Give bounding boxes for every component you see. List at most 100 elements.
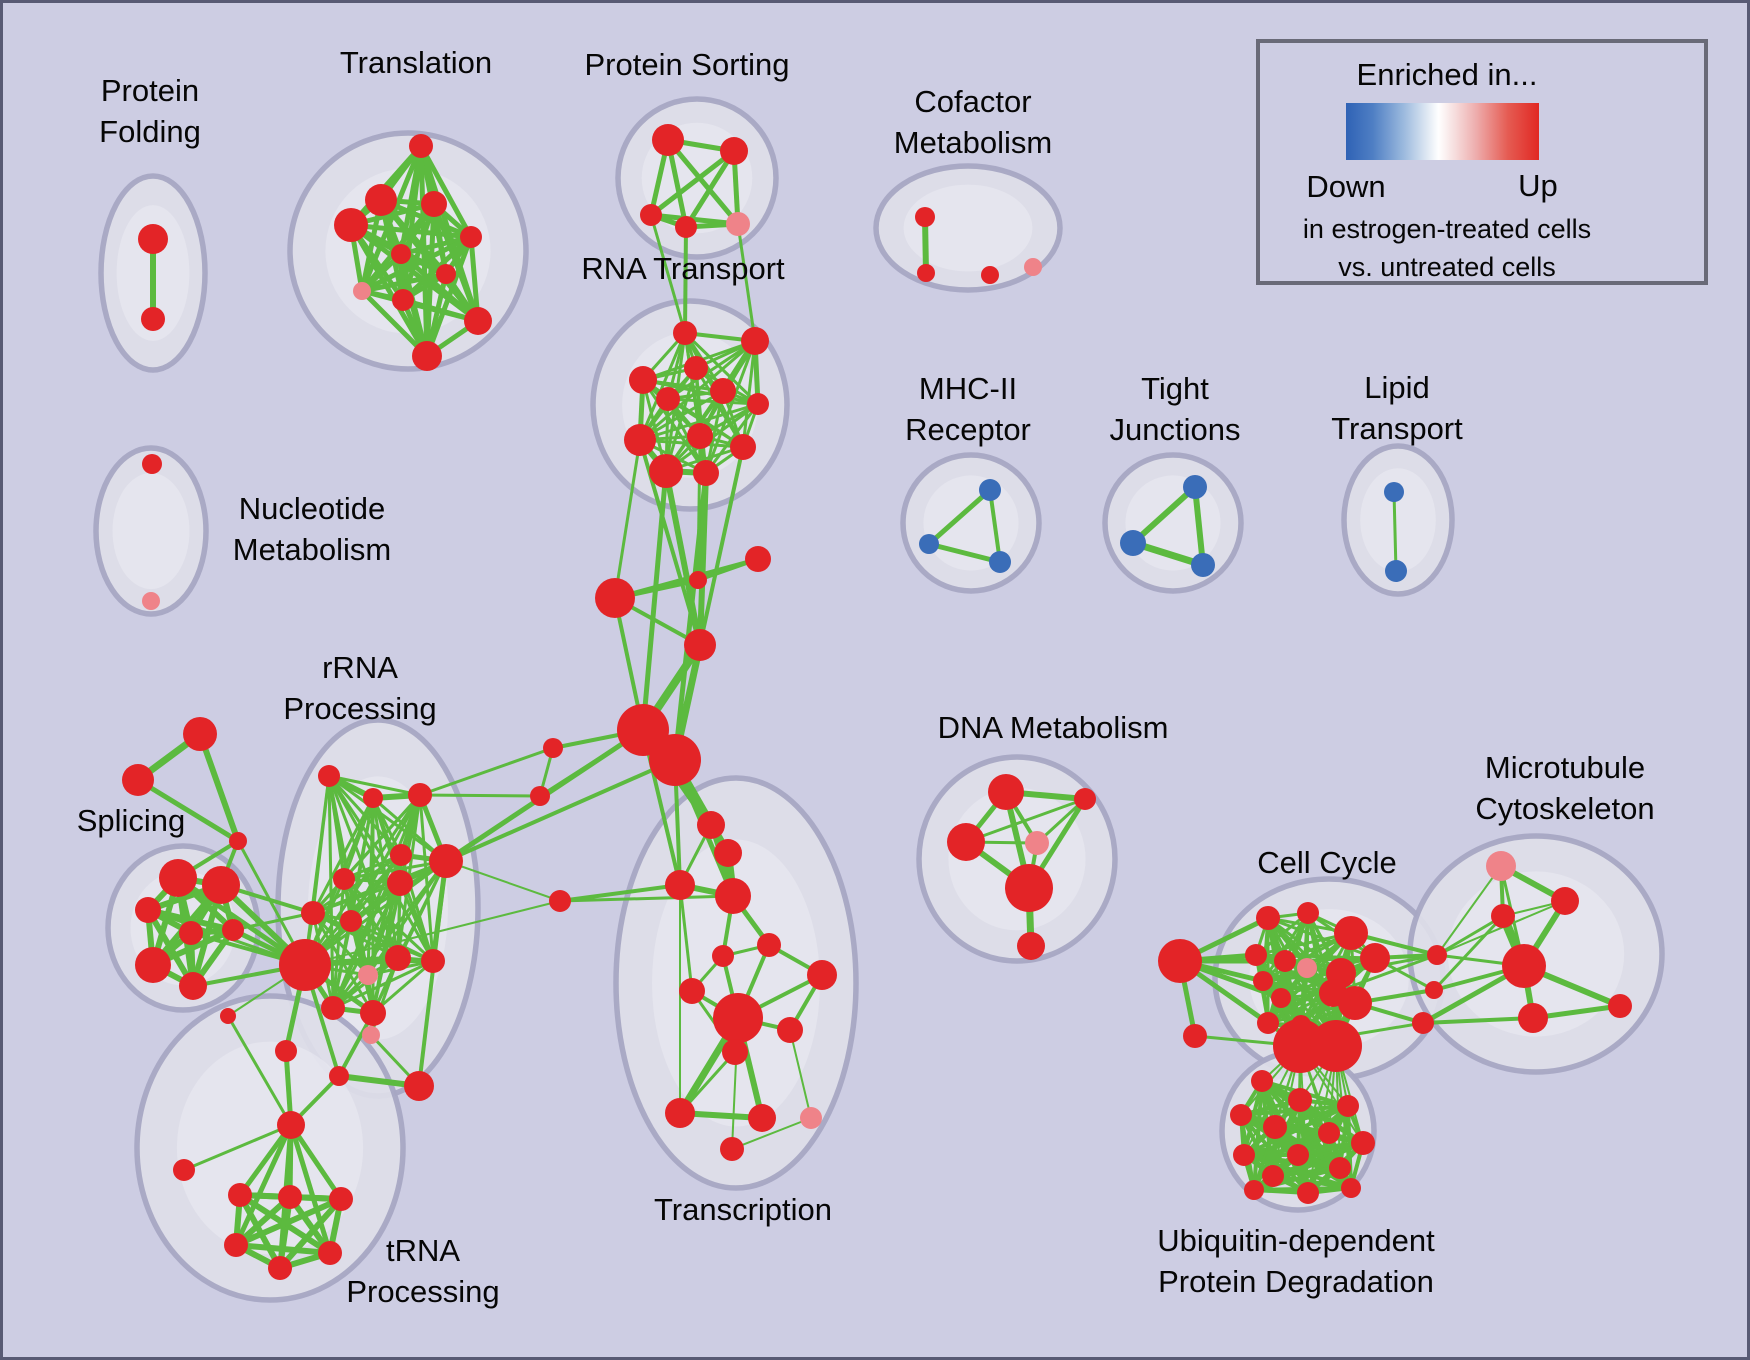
cluster-label-mhc-ii-receptor: MHC-II [919,371,1017,406]
network-edge [667,397,759,406]
network-node [1263,1115,1287,1139]
legend-caption-line1: in estrogen-treated cells [1302,214,1592,244]
network-node [656,387,680,411]
network-node [408,783,432,807]
network-node [1025,831,1049,855]
network-node [392,289,414,311]
network-edge [327,775,400,959]
network-node [697,811,725,839]
network-edge [638,332,687,441]
network-node [989,551,1011,573]
legend-caption-line2: vs. untreated cells [1338,252,1556,282]
network-node [1191,553,1215,577]
network-node [722,1039,748,1065]
network-node [1385,560,1407,582]
network-edge [361,271,447,294]
network-node [1024,258,1042,276]
legend-up-label: Up [1518,168,1558,203]
network-edge [311,797,375,914]
network-node [629,366,657,394]
network-edge [398,882,435,962]
cluster-ellipse-inner-lipid-transport [1360,468,1436,572]
cluster-label-microtubule-cytoskeleton: Cytoskeleton [1475,791,1654,826]
network-node [329,1187,353,1211]
network-node [1274,950,1296,972]
network-node [279,939,331,991]
network-edge [640,470,669,731]
network-node [1017,932,1045,960]
network-node [329,1066,349,1086]
network-node [757,933,781,957]
network-node [141,307,165,331]
network-edge [1243,1131,1330,1157]
network-edge [666,138,740,226]
network-edge [237,1123,294,1197]
network-edge [445,860,561,902]
cluster-label-ubiquitin-degradation: Ubiquitin-dependent [1157,1223,1435,1258]
network-node [220,1008,236,1024]
network-edge [419,746,554,797]
network-node [1262,1165,1284,1187]
network-node [1287,1144,1309,1166]
network-edge [331,882,402,1009]
cluster-label-rrna-processing: rRNA [322,650,398,685]
network-node [229,832,247,850]
network-node [726,212,750,236]
network-node [277,1111,305,1139]
network-edge [1436,914,1504,957]
network-edge [1422,1016,1534,1025]
network-node [122,764,154,796]
cluster-label-translation: Translation [340,45,492,80]
network-edge [304,900,561,966]
cluster-label-protein-folding: Folding [99,114,201,149]
network-node [1253,971,1273,991]
cluster-label-trna-processing: Processing [346,1274,499,1309]
network-node [1120,530,1146,556]
network-node [1427,945,1447,965]
network-node [1608,994,1632,1018]
network-edge [234,1194,292,1248]
network-node [1271,988,1291,1008]
network-node [142,454,162,474]
network-edge [641,729,682,886]
network-node [179,921,203,945]
network-node [919,534,939,554]
network-node [1245,944,1267,966]
network-node [464,307,492,335]
network-edge [226,1015,293,1126]
network-node [1334,916,1368,950]
network-node [228,1183,252,1207]
network-edge [136,777,240,844]
network-node [684,629,716,661]
network-node [436,264,456,284]
cluster-label-cell-cycle: Cell Cycle [1257,845,1397,880]
network-edge [360,289,429,358]
network-node [1251,1070,1273,1092]
network-node [915,207,935,227]
cluster-label-microtubule-cytoskeleton: Microtubule [1485,750,1645,785]
network-node [390,844,412,866]
network-node [1288,1088,1312,1112]
network-node [549,890,571,912]
network-node [530,786,550,806]
network-edge [649,214,687,334]
network-node [318,1241,342,1265]
network-edge [672,472,709,761]
network-node [715,878,751,914]
network-node [1297,902,1319,924]
network-node [358,965,378,985]
network-node [1256,906,1280,930]
network-node [333,868,355,890]
network-node [1351,1131,1375,1155]
network-edge [639,402,759,442]
network-node [720,1137,744,1161]
network-node [318,765,340,787]
network-node [1337,1095,1359,1117]
network-edge [1436,865,1502,956]
network-node [1360,943,1390,973]
network-node [689,571,707,589]
network-node [412,341,442,371]
network-edge [277,1197,344,1270]
network-edge [360,234,473,294]
network-node [710,378,736,404]
